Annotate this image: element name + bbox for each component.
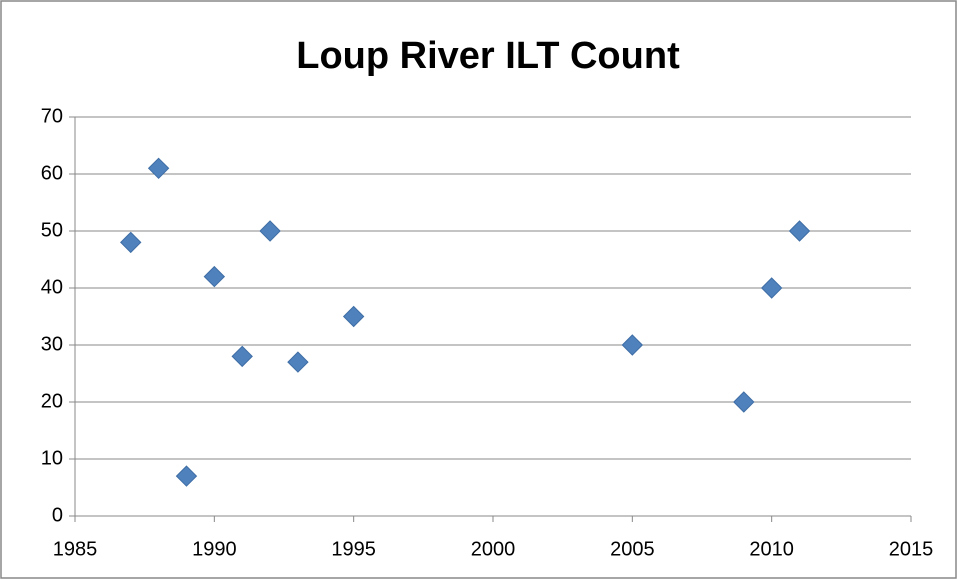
chart-title: Loup River ILT Count [296,35,680,77]
data-point [788,220,811,242]
data-point [259,220,281,242]
data-point [287,351,309,373]
data-point [175,465,198,487]
data-point [231,345,253,368]
y-tick-label: 60 [41,162,63,184]
y-tick-label: 30 [41,333,63,355]
data-point [342,305,365,328]
y-tick-label: 50 [41,219,63,241]
y-tick-label: 40 [41,276,63,298]
x-tick-label: 2015 [889,538,934,560]
x-tick-label: 1990 [192,538,237,560]
y-tick-label: 20 [41,390,63,412]
data-point [203,265,226,288]
y-tick-label: 0 [52,504,63,526]
x-tick-label: 1985 [53,538,98,560]
x-tick-label: 2010 [749,538,794,560]
data-point [120,231,142,254]
data-point [733,391,755,413]
x-tick-label: 2000 [471,538,516,560]
data-point [760,277,783,299]
x-tick-label: 2005 [610,538,655,560]
data-point [621,334,644,356]
y-tick-label: 70 [41,105,63,127]
y-tick-label: 10 [41,447,63,469]
x-tick-label: 1995 [331,538,376,560]
data-point [147,157,170,180]
